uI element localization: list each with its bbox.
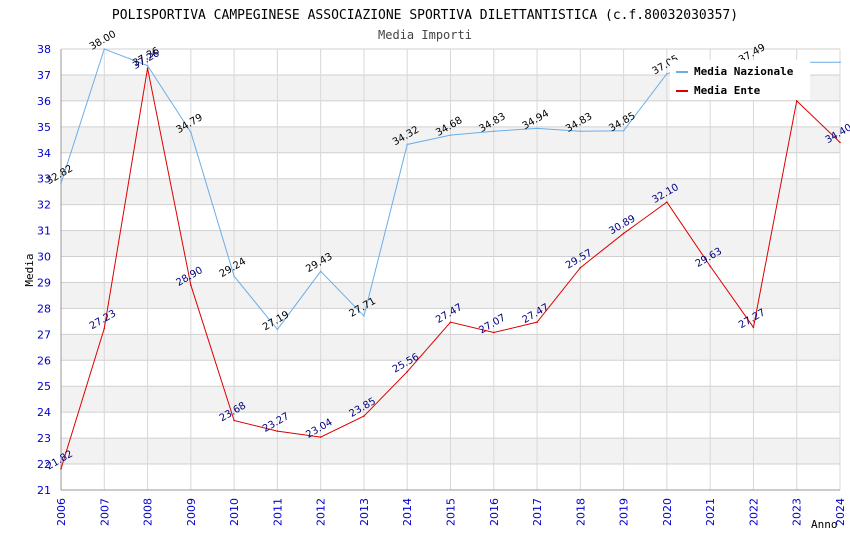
- data-point-0-2018: [579, 130, 582, 133]
- y-tick-36: 36: [37, 95, 51, 108]
- y-tick-32: 32: [37, 199, 51, 212]
- y-tick-34: 34: [37, 147, 51, 160]
- data-point-0-2020: [666, 72, 668, 75]
- y-tick-35: 35: [37, 121, 51, 134]
- y-tick-31: 31: [37, 225, 51, 238]
- x-tick-2010: 2010: [228, 498, 241, 526]
- axes: [60, 49, 840, 491]
- x-tick-2009: 2009: [185, 498, 198, 526]
- data-point-0-2013: [363, 315, 365, 317]
- y-tick-22: 22: [37, 458, 51, 471]
- data-point-0-2014: [406, 143, 409, 146]
- data-point-1-2007: [103, 327, 106, 330]
- chart-subtitle: Media Importi: [378, 28, 472, 42]
- data-point-1-2015: [449, 321, 452, 323]
- data-point-1-2021: [709, 265, 711, 267]
- data-point-0-2012: [319, 270, 322, 273]
- x-tick-2008: 2008: [142, 498, 155, 526]
- x-tick-2019: 2019: [618, 498, 631, 526]
- x-tick-2021: 2021: [704, 498, 717, 526]
- data-point-1-2009: [190, 284, 192, 286]
- y-tick-24: 24: [37, 406, 51, 419]
- y-tick-21: 21: [37, 484, 51, 497]
- y-axis-label: Media: [23, 253, 36, 286]
- data-point-1-2014: [406, 370, 409, 373]
- y-tick-29: 29: [37, 276, 51, 289]
- data-point-1-2006: [60, 467, 62, 470]
- legend-label-media-nazionale: Media Nazionale: [694, 65, 794, 78]
- y-tick-37: 37: [37, 69, 51, 82]
- x-tick-2015: 2015: [445, 498, 458, 526]
- y-tick-30: 30: [37, 251, 51, 264]
- x-axis-label: Anno: [811, 518, 838, 531]
- data-point-0-2017: [536, 127, 538, 130]
- x-tick-2016: 2016: [488, 498, 501, 526]
- data-point-1-2013: [363, 415, 365, 417]
- data-point-0-2010: [233, 275, 235, 278]
- data-point-0-2016: [492, 130, 495, 133]
- x-tick-2022: 2022: [747, 498, 760, 526]
- data-point-1-2010: [233, 419, 235, 422]
- y-tick-28: 28: [37, 302, 51, 315]
- data-point-1-2016: [492, 331, 495, 334]
- data-point-0-2024: [839, 61, 841, 64]
- data-point-0-2015: [449, 134, 452, 136]
- data-point-0-2009: [190, 131, 192, 134]
- y-tick-33: 33: [37, 173, 51, 186]
- legend-label-media-ente: Media Ente: [694, 84, 761, 97]
- data-point-1-2023: [795, 100, 798, 102]
- x-tick-2013: 2013: [358, 498, 371, 526]
- y-tick-labels: 21 22 23 24 25 26 27 28 29 30 31 32 33 34 35 36 37 38: [37, 43, 51, 497]
- data-point-1-2008: [146, 67, 149, 69]
- x-tick-2018: 2018: [574, 498, 587, 526]
- y-tick-38: 38: [37, 43, 51, 56]
- x-tick-2024: 2024: [834, 498, 847, 526]
- x-tick-2011: 2011: [271, 498, 284, 526]
- x-tick-2012: 2012: [315, 498, 328, 526]
- data-point-0-2007: [103, 48, 106, 50]
- legend: Media Nazionale Media Ente: [670, 60, 810, 100]
- data-point-1-2024: [839, 141, 841, 144]
- y-tick-23: 23: [37, 432, 51, 445]
- data-point-0-2006: [60, 182, 62, 185]
- x-tick-2007: 2007: [98, 498, 111, 526]
- data-point-1-2022: [752, 326, 755, 329]
- data-point-1-2019: [622, 232, 625, 235]
- data-point-1-2011: [276, 430, 279, 432]
- data-point-1-2012: [319, 436, 322, 438]
- y-tick-27: 27: [37, 328, 51, 341]
- x-tick-2006: 2006: [55, 498, 68, 526]
- y-tick-25: 25: [37, 380, 51, 393]
- data-point-1-2018: [579, 266, 582, 269]
- x-tick-2020: 2020: [661, 498, 674, 526]
- data-point-0-2019: [622, 129, 625, 132]
- x-tick-2017: 2017: [531, 498, 544, 526]
- x-tick-labels: 2006 2007 2008 2009 2010 2011 2012 2013 2014 2015…: [55, 498, 847, 526]
- data-point-0-2008: [146, 64, 149, 67]
- data-point-0-2011: [276, 328, 279, 331]
- data-point-1-2020: [666, 201, 668, 203]
- chart-title: POLISPORTIVA CAMPEGINESE ASSOCIAZIONE SP…: [112, 8, 738, 23]
- x-tick-2014: 2014: [401, 498, 414, 526]
- legend-box: [670, 60, 810, 100]
- data-point-1-2017: [536, 321, 538, 323]
- x-tick-2023: 2023: [791, 498, 804, 526]
- y-tick-26: 26: [37, 354, 51, 367]
